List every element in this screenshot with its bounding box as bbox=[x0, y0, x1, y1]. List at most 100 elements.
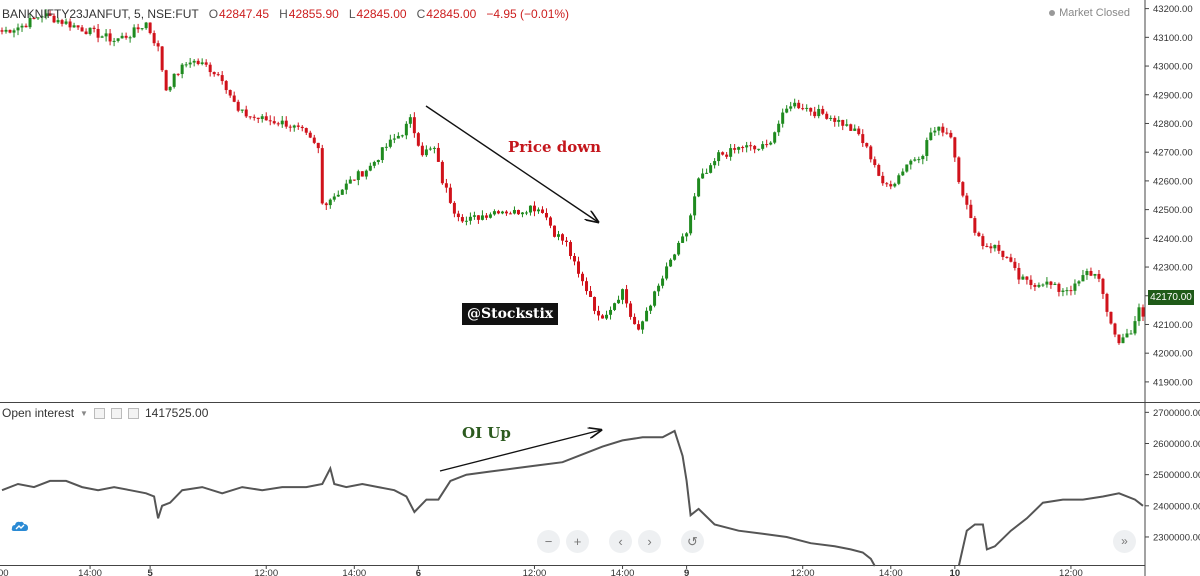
candle bbox=[556, 230, 560, 241]
candle bbox=[280, 115, 284, 128]
candle bbox=[689, 213, 693, 236]
candle bbox=[192, 59, 196, 67]
candle bbox=[76, 25, 80, 30]
candle bbox=[693, 192, 697, 220]
candle bbox=[1117, 334, 1121, 345]
candle bbox=[1033, 283, 1037, 291]
candle bbox=[216, 71, 220, 77]
reset-chart-button[interactable]: ↺ bbox=[681, 530, 704, 553]
candle bbox=[0, 27, 4, 35]
time-tick-label: 10 bbox=[950, 568, 961, 576]
candle bbox=[845, 119, 849, 127]
candle bbox=[641, 320, 645, 334]
symbol-title: BANKNIFTY23JANFUT, 5, NSE:FUT bbox=[2, 7, 199, 21]
candle bbox=[1029, 275, 1033, 290]
candle bbox=[276, 121, 280, 127]
time-tick-label: 14:00 bbox=[342, 568, 366, 576]
candle bbox=[925, 137, 929, 162]
price-tick-label: 42400.00 bbox=[1153, 234, 1193, 245]
time-tick-label: 12:00 bbox=[1059, 568, 1083, 576]
zoom-in-button[interactable]: + bbox=[566, 530, 589, 553]
candle bbox=[765, 139, 769, 148]
candle bbox=[833, 115, 837, 127]
candle bbox=[989, 243, 993, 254]
candle bbox=[841, 119, 845, 131]
candle bbox=[268, 115, 272, 126]
candle bbox=[80, 25, 84, 32]
candle bbox=[440, 160, 444, 185]
candle bbox=[929, 127, 933, 141]
zoom-out-button[interactable]: − bbox=[537, 530, 560, 553]
candle bbox=[184, 62, 188, 68]
candle bbox=[741, 145, 745, 153]
candle bbox=[472, 211, 476, 220]
candle bbox=[1097, 269, 1101, 283]
candle bbox=[444, 178, 448, 193]
candle bbox=[625, 284, 629, 308]
time-tick-label: 14:00 bbox=[78, 568, 102, 576]
candle bbox=[1109, 311, 1113, 325]
candle bbox=[853, 124, 857, 132]
candle bbox=[969, 199, 973, 219]
time-tick-label: 12:00 bbox=[523, 568, 547, 576]
candle bbox=[160, 46, 164, 73]
candle bbox=[32, 16, 36, 20]
candle bbox=[168, 86, 172, 93]
candle bbox=[188, 57, 192, 68]
candle bbox=[1077, 280, 1081, 287]
candle bbox=[408, 114, 412, 128]
oi-title[interactable]: Open interest bbox=[2, 406, 75, 420]
chart-toolbar: − + ‹ › ↺ bbox=[537, 530, 704, 553]
candle bbox=[913, 157, 917, 162]
close-icon[interactable] bbox=[127, 407, 139, 419]
candle bbox=[1093, 273, 1097, 279]
candle bbox=[1021, 274, 1025, 280]
candle bbox=[284, 116, 288, 129]
candle bbox=[320, 144, 324, 205]
candle bbox=[56, 17, 60, 24]
candle bbox=[809, 107, 813, 116]
scroll-right-button[interactable]: › bbox=[638, 530, 661, 553]
candle bbox=[649, 304, 653, 314]
candle bbox=[849, 123, 853, 131]
candle bbox=[905, 164, 909, 173]
candle bbox=[773, 131, 777, 145]
ohlc-open: O42847.45 bbox=[208, 7, 270, 21]
candle bbox=[404, 121, 408, 140]
candle bbox=[272, 116, 276, 125]
candle bbox=[200, 58, 204, 66]
candle bbox=[352, 179, 356, 181]
candle bbox=[532, 201, 536, 217]
candle bbox=[412, 112, 416, 138]
candle bbox=[456, 210, 460, 222]
candle bbox=[857, 126, 861, 136]
time-tick-label: 9 bbox=[684, 568, 689, 576]
oi-tick-label: 2700000.00 bbox=[1153, 408, 1200, 419]
time-tick-label: 5 bbox=[147, 568, 153, 576]
candle bbox=[176, 73, 180, 77]
candle bbox=[468, 212, 472, 225]
market-status-text: Market Closed bbox=[1059, 7, 1130, 19]
candle bbox=[316, 142, 320, 154]
settings-icon[interactable] bbox=[110, 407, 122, 419]
cloud-logo-icon[interactable] bbox=[11, 520, 29, 532]
scroll-left-button[interactable]: ‹ bbox=[609, 530, 632, 553]
candle bbox=[957, 156, 961, 184]
candle bbox=[1121, 333, 1125, 344]
candle bbox=[993, 244, 997, 252]
candle bbox=[877, 163, 881, 177]
candle bbox=[577, 256, 581, 278]
visibility-icon[interactable] bbox=[93, 407, 105, 419]
candle bbox=[68, 18, 72, 31]
candle bbox=[789, 101, 793, 112]
candle bbox=[621, 288, 625, 305]
caret-down-icon[interactable]: ▼ bbox=[80, 408, 88, 418]
candle bbox=[476, 215, 480, 224]
last-price-tag: 42170.00 bbox=[1148, 290, 1194, 305]
candle bbox=[140, 28, 144, 31]
candle bbox=[605, 310, 609, 320]
go-to-latest-button[interactable]: » bbox=[1113, 530, 1136, 553]
candle bbox=[749, 141, 753, 151]
candle bbox=[697, 177, 701, 198]
